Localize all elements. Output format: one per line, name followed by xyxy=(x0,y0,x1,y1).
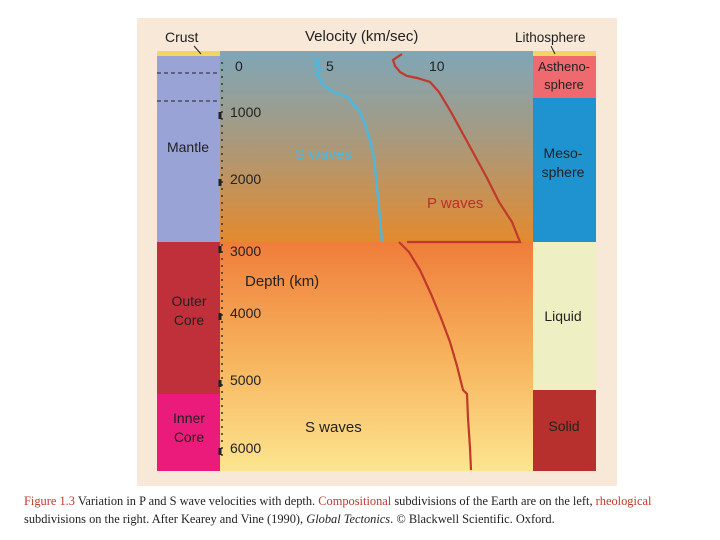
mantle-label: Mantle xyxy=(167,139,209,155)
crust-pointer xyxy=(193,45,202,55)
p-wave-curve-core xyxy=(398,241,473,471)
s-waves-mantle-label: S waves xyxy=(295,146,352,163)
figure-caption: Figure 1.3 Variation in P and S wave vel… xyxy=(24,492,704,528)
caption-book-title: Global Tectonics xyxy=(306,512,391,526)
p-wave-curve-mantle xyxy=(391,53,522,244)
depth-tick-3000: 3000 xyxy=(230,243,261,259)
caption-word-rheological: rheological xyxy=(595,494,652,508)
depth-axis-title: Depth (km) xyxy=(245,273,319,290)
asthenosphere-label-line1: Astheno- xyxy=(538,59,590,74)
inner-core-label-line1: Inner xyxy=(173,410,205,426)
right-layer-solid xyxy=(533,390,596,471)
lithosphere-bar xyxy=(533,51,596,56)
right-layer-mesosphere xyxy=(533,98,596,242)
asthenosphere-label-line2: sphere xyxy=(544,77,584,92)
s-wave-curve xyxy=(312,57,384,243)
figure-panel: Crust Velocity (km/sec) Lithosphere 0 5 … xyxy=(137,18,617,486)
caption-text-3: subdivisions on the right. After Kearey … xyxy=(24,512,304,526)
liquid-label: Liquid xyxy=(544,308,581,324)
outer-core-label-line2: Core xyxy=(174,312,205,328)
caption-text-4: . © Blackwell Scientific. Oxford. xyxy=(390,512,555,526)
mesosphere-label-line1: Meso- xyxy=(544,145,583,161)
earth-structure-diagram: Crust Velocity (km/sec) Lithosphere 0 5 … xyxy=(157,28,596,471)
crust-label: Crust xyxy=(165,29,199,45)
outer-core-label-line1: Outer xyxy=(171,293,206,309)
lithosphere-pointer xyxy=(550,45,556,55)
core-gradient-field xyxy=(220,242,533,471)
caption-text-2: subdivisions of the Earth are on the lef… xyxy=(394,494,593,508)
left-layer-inner-core xyxy=(157,394,220,471)
caption-text-1: Variation in P and S wave velocities wit… xyxy=(77,494,316,508)
depth-tick-4000: 4000 xyxy=(230,305,261,321)
caption-word-compositional: Compositional xyxy=(318,494,392,508)
inner-core-label-line2: Core xyxy=(174,429,205,445)
right-layer-asthenosphere xyxy=(533,56,596,98)
velocity-tick-5: 5 xyxy=(326,58,334,74)
crust-bar xyxy=(157,51,220,56)
solid-label: Solid xyxy=(548,418,579,434)
velocity-tick-0: 0 xyxy=(235,58,243,74)
depth-tick-5000: 5000 xyxy=(230,372,261,388)
lithosphere-label: Lithosphere xyxy=(515,30,586,45)
velocity-axis-title: Velocity (km/sec) xyxy=(305,28,418,45)
depth-tick-1000: 1000 xyxy=(230,104,261,120)
depth-tick-2000: 2000 xyxy=(230,171,261,187)
caption-label: Figure 1.3 xyxy=(24,494,75,508)
right-layer-liquid xyxy=(533,242,596,390)
velocity-tick-10: 10 xyxy=(429,58,445,74)
s-waves-core-label: S waves xyxy=(305,419,362,436)
mesosphere-label-line2: sphere xyxy=(542,164,585,180)
mantle-gradient-field xyxy=(220,51,533,242)
left-layer-mantle xyxy=(157,56,220,242)
p-waves-label: P waves xyxy=(427,195,483,212)
left-layer-outer-core xyxy=(157,242,220,394)
depth-tick-6000: 6000 xyxy=(230,440,261,456)
